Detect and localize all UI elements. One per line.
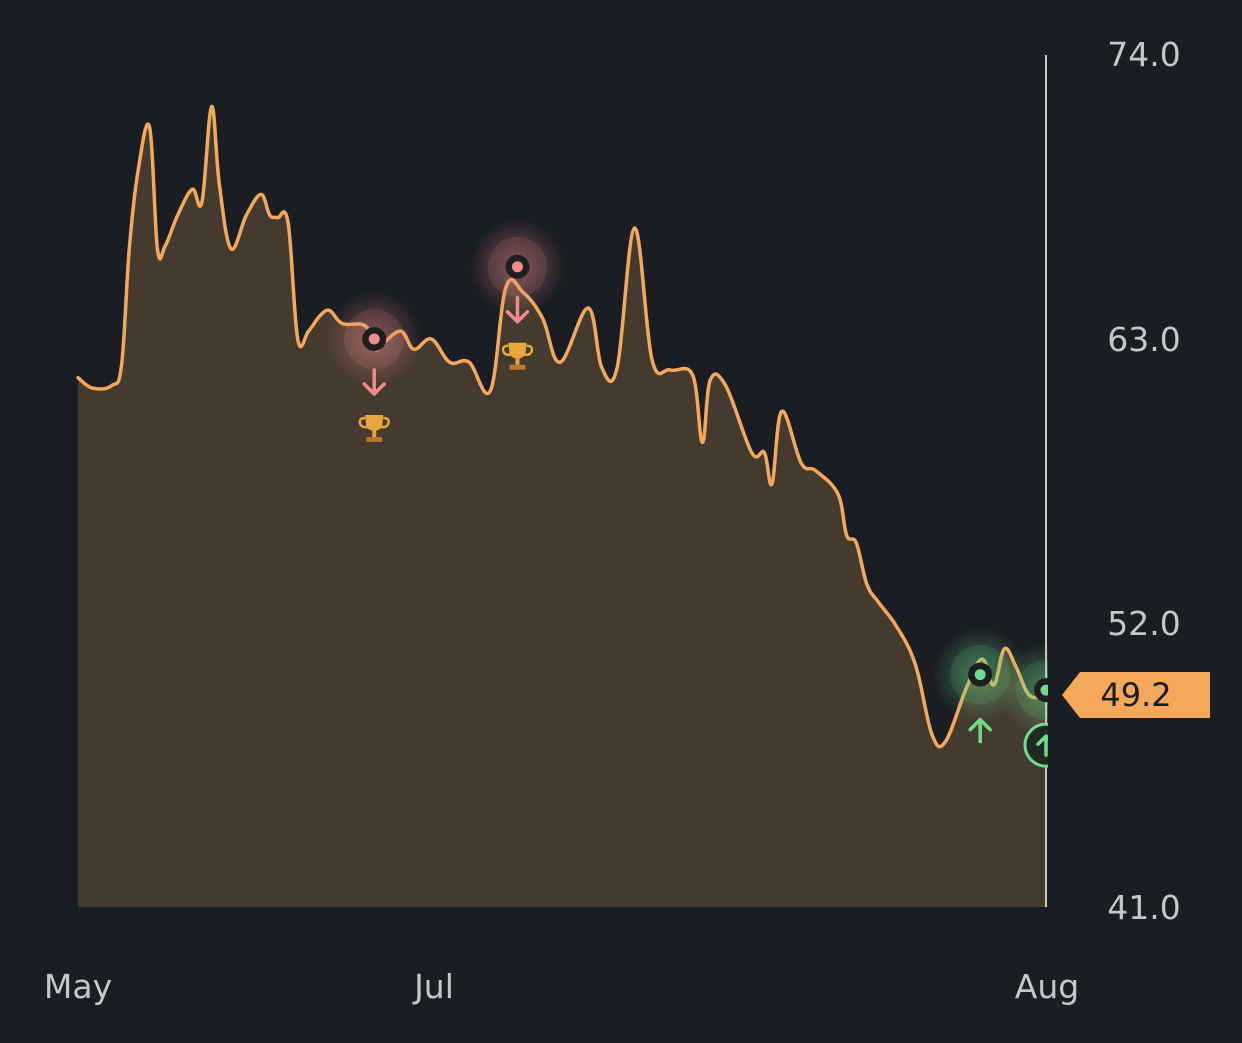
marker-dot <box>511 261 523 273</box>
x-axis: May Jul Aug <box>44 967 1079 1006</box>
trade-annotations <box>326 218 1048 768</box>
arrow-down-icon <box>362 368 386 396</box>
trophy-base <box>509 364 526 370</box>
marker-glow <box>998 642 1048 739</box>
buy-marker <box>998 642 1048 768</box>
arrow-up-icon <box>968 717 992 744</box>
trophy-icon <box>501 342 534 370</box>
arrow-up-circle-icon <box>1023 722 1048 768</box>
x-tick-label: Jul <box>412 967 454 1006</box>
marker-halo <box>1016 660 1048 721</box>
trophy-base <box>366 437 383 442</box>
sell-marker <box>469 218 566 370</box>
arrow-down-icon <box>505 295 530 324</box>
x-tick-label: Aug <box>1015 967 1079 1006</box>
y-tick-label: 74.0 <box>1107 35 1180 74</box>
trophy-stem <box>515 358 520 365</box>
trophy-handles <box>358 416 390 429</box>
x-tick-label: May <box>44 967 112 1006</box>
arrow-up-glyph <box>1036 734 1048 757</box>
marker-dot <box>368 333 380 345</box>
marker-dot <box>974 669 986 681</box>
trophy-cup <box>508 342 527 359</box>
trophy-stem <box>372 431 377 437</box>
trophy-icon <box>358 415 390 442</box>
y-tick-label: 63.0 <box>1107 320 1180 359</box>
trophy-handles <box>501 344 534 357</box>
y-tick-label: 52.0 <box>1107 604 1180 643</box>
price-tag-shape <box>1062 672 1210 718</box>
current-price-label: 49.2 <box>1100 676 1171 714</box>
sell-marker <box>326 291 423 442</box>
marker-dot <box>1040 684 1048 696</box>
y-tick-label: 41.0 <box>1107 888 1180 927</box>
trophy-cup <box>365 415 384 431</box>
y-axis: 74.0 63.0 52.0 41.0 <box>1107 35 1180 927</box>
area-fill <box>78 106 1046 908</box>
current-price-tag: 49.2 <box>1062 672 1210 718</box>
